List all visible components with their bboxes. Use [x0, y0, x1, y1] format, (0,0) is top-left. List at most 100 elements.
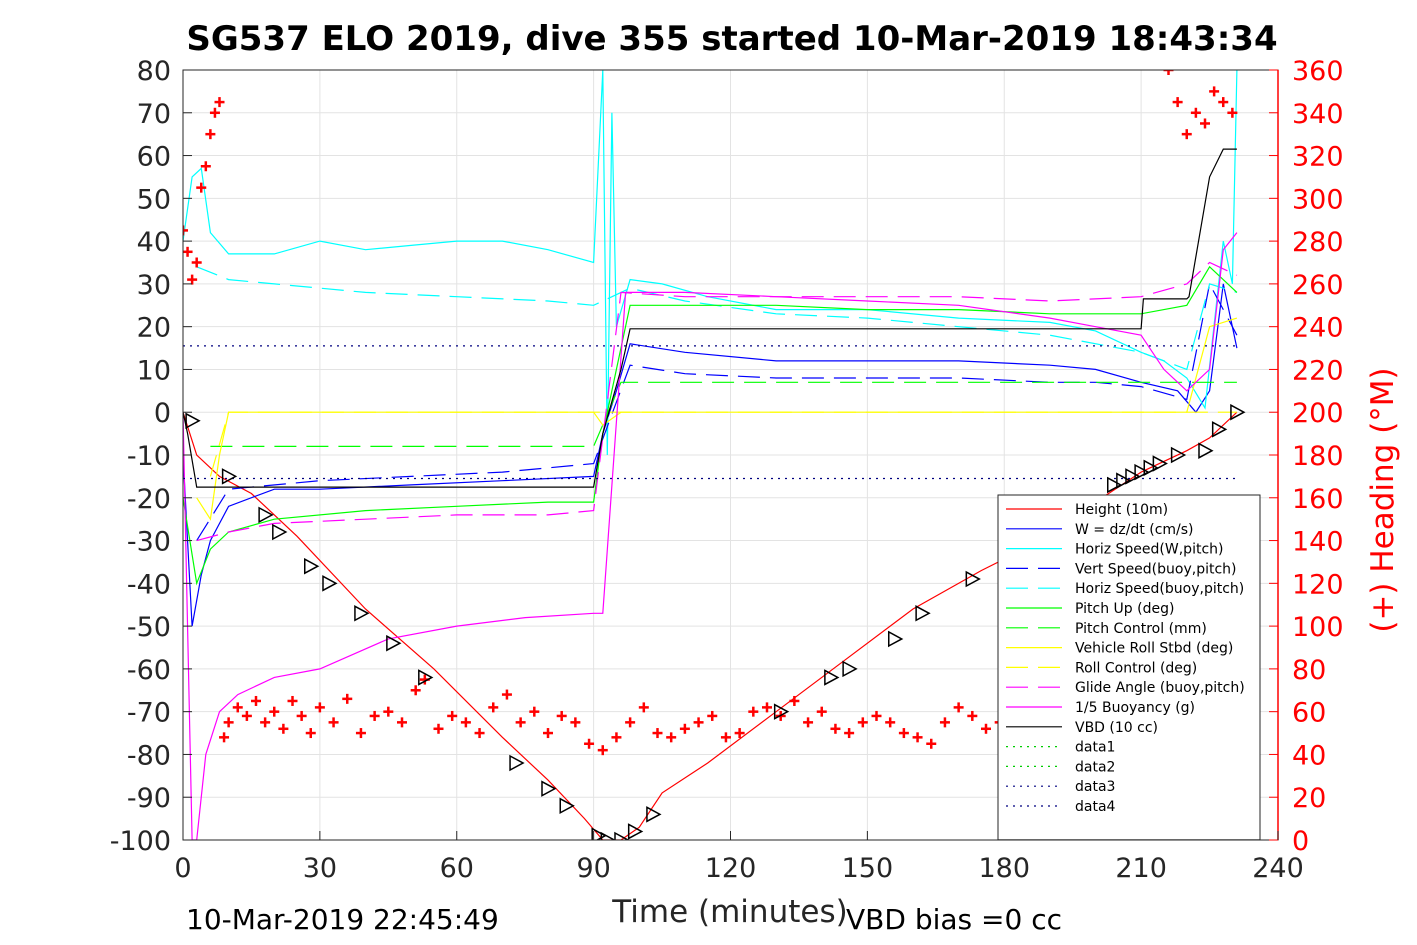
heading-point	[652, 728, 663, 739]
y-right-tick-label: 40	[1292, 740, 1326, 771]
dive-marker	[614, 831, 630, 840]
legend-label: Height (10m)	[1075, 502, 1168, 518]
heading-point	[433, 723, 444, 734]
heading-point	[611, 732, 622, 743]
series-line-11	[183, 148, 1237, 488]
heading-point	[205, 129, 216, 140]
footer-vbd-bias: VBD bias =0 cc	[846, 903, 1062, 936]
heading-point	[397, 717, 407, 728]
heading-point	[912, 732, 923, 743]
heading-point	[666, 732, 677, 743]
heading-point	[638, 702, 649, 713]
heading-point	[488, 702, 499, 713]
heading-point	[857, 717, 868, 728]
heading-point	[1227, 107, 1238, 118]
heading-point	[328, 717, 339, 728]
heading-point	[597, 745, 608, 756]
heading-point	[679, 723, 690, 734]
dive-marker	[591, 827, 607, 840]
x-tick-label: 210	[1115, 853, 1167, 884]
left-axis-ticks: 80 70 60 50 40 30 20 10 0 -10 -20 -30 -40 -50 -60 -70 -8…	[110, 56, 192, 857]
heading-point	[762, 702, 772, 713]
y-left-tick-label: -70	[127, 698, 171, 729]
dive-marker	[221, 468, 238, 485]
legend: Height (10m) W = dz/dt (cm/s) Horiz Speed(…	[997, 494, 1261, 841]
series-line-5	[183, 265, 1238, 586]
y-right-tick-label: 140	[1292, 527, 1344, 558]
heading-point	[734, 728, 745, 739]
dive-marker	[1125, 468, 1141, 485]
dive-marker	[1152, 455, 1168, 472]
heading-point	[241, 710, 252, 721]
heading-point	[529, 706, 540, 717]
footer-timestamp: 10-Mar-2019 22:45:49	[186, 903, 499, 936]
heading-point	[926, 738, 937, 749]
y-left-tick-label: 80	[137, 56, 171, 87]
heading-point	[501, 689, 512, 700]
heading-point	[1218, 97, 1229, 108]
legend-label: Pitch Up (deg)	[1075, 601, 1174, 617]
dive-marker	[773, 703, 790, 720]
heading-point	[223, 717, 234, 728]
y-right-tick-label: 100	[1292, 612, 1344, 643]
heading-point	[355, 728, 366, 739]
heading-point	[1172, 97, 1183, 108]
y-right-tick-label: 180	[1292, 441, 1344, 472]
y-left-tick-label: 70	[137, 99, 171, 130]
heading-point	[191, 257, 202, 268]
legend-label: Vehicle Roll Stbd (deg)	[1075, 641, 1233, 657]
heading-point	[214, 97, 225, 108]
legend-label: Roll Control (deg)	[1075, 660, 1197, 676]
heading-point	[1181, 129, 1192, 140]
dive-marker	[842, 660, 858, 678]
heading-point	[183, 246, 193, 257]
y-left-tick-label: -100	[110, 826, 171, 857]
y-right-tick-label: 220	[1292, 355, 1344, 386]
heading-point	[885, 717, 896, 728]
dive-marker	[418, 669, 434, 686]
heading-point	[200, 161, 211, 172]
heading-point	[953, 702, 964, 713]
y-left-tick-label: 40	[137, 227, 171, 258]
y-left-tick-label: -40	[127, 569, 171, 600]
heading-point	[584, 738, 595, 749]
dive-marker	[1116, 472, 1132, 489]
dive-marker	[541, 780, 557, 797]
y-left-tick-label: 50	[137, 184, 171, 215]
chart-title: SG537 ELO 2019, dive 355 started 10-Mar-…	[186, 19, 1277, 59]
legend-label: data3	[1075, 779, 1115, 795]
series-line-9	[196, 261, 1238, 542]
series-line-1	[183, 283, 1238, 627]
heading-point	[342, 693, 353, 704]
heading-point	[447, 710, 458, 721]
y-right-tick-label: 340	[1292, 99, 1344, 130]
dive-marker	[1143, 459, 1159, 477]
y-left-tick-label: 20	[137, 313, 171, 344]
legend-label: data1	[1075, 740, 1115, 756]
dive-marker	[386, 634, 402, 652]
heading-point	[803, 717, 814, 728]
heading-point	[474, 728, 485, 739]
heading-point	[898, 728, 909, 739]
legend-label: data2	[1075, 759, 1115, 775]
x-tick-label: 240	[1252, 853, 1304, 884]
dive-marker	[1170, 446, 1187, 464]
heading-point	[570, 717, 581, 728]
x-tick-label: 90	[576, 853, 610, 884]
x-tick-label: 30	[303, 853, 337, 884]
heading-point	[296, 710, 307, 721]
y-right-tick-label: 300	[1292, 184, 1344, 215]
y-right-tick-label: 280	[1292, 227, 1344, 258]
heading-point	[543, 728, 553, 739]
dive-marker	[627, 823, 644, 840]
y-left-tick-label: -30	[127, 527, 171, 558]
y-right-tick-label: 60	[1292, 698, 1326, 729]
heading-point	[967, 710, 978, 721]
series-line-3	[196, 282, 1238, 541]
heading-point	[556, 710, 567, 721]
dive-marker	[509, 754, 525, 772]
heading-point	[1209, 86, 1220, 97]
y-right-tick-label: 260	[1292, 270, 1344, 301]
series-line-4	[196, 266, 1238, 371]
